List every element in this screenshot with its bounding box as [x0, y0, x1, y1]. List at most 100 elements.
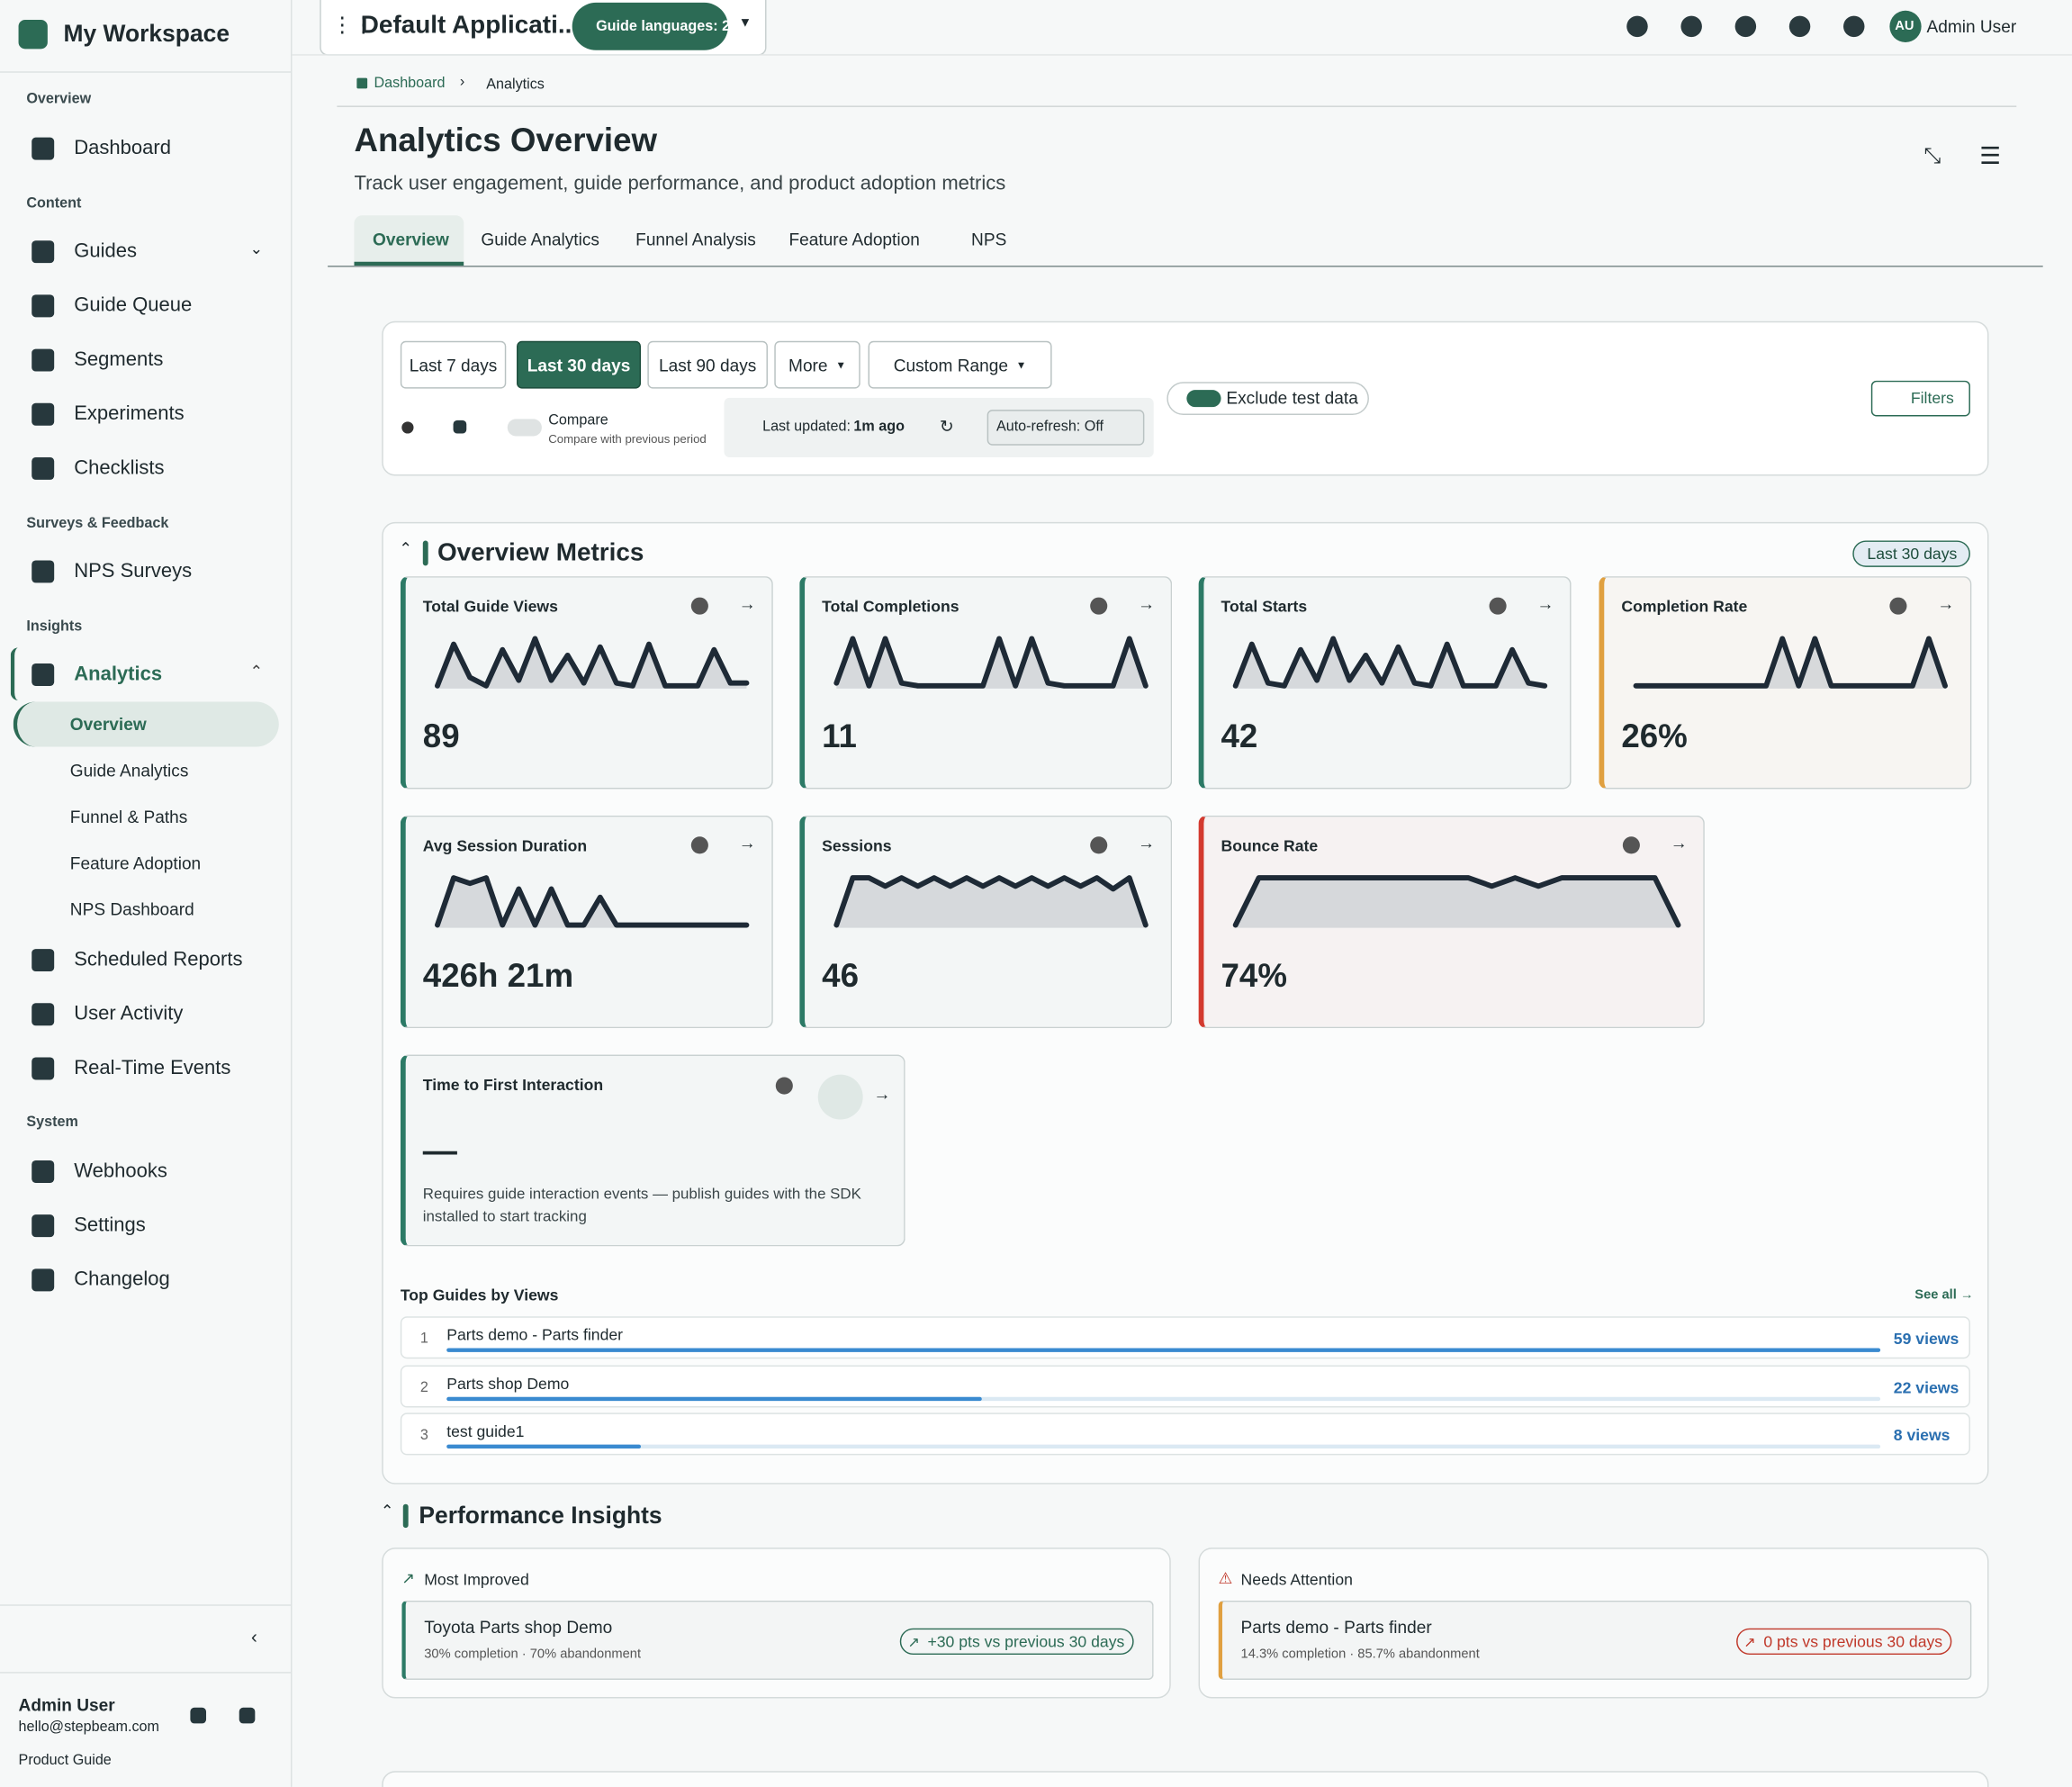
guide-row[interactable]: 3 test guide1 8 views: [400, 1412, 1970, 1456]
sub-nav-item[interactable]: Guide Analytics: [69, 760, 189, 781]
views-label: 8 views: [1893, 1426, 1950, 1445]
range-button[interactable]: Custom Range ▼: [868, 340, 1052, 389]
tab[interactable]: Overview: [373, 229, 449, 249]
nav-item[interactable]: Changelog: [74, 1268, 170, 1291]
page-title: Analytics Overview: [354, 122, 658, 159]
chevron: ⌃: [380, 1501, 394, 1521]
guide-name: Parts demo - Parts finder: [446, 1325, 624, 1345]
sub-nav-item[interactable]: Funnel & Paths: [69, 807, 188, 827]
nav-item[interactable]: Settings: [74, 1214, 146, 1237]
nav-item[interactable]: Webhooks: [74, 1160, 167, 1183]
caret: ▼: [738, 15, 752, 31]
filters-btn[interactable]: [1870, 380, 1970, 417]
help-icon: [401, 420, 414, 433]
nav-item[interactable]: Checklists: [74, 456, 165, 480]
sparkline: [435, 636, 750, 689]
metric-card[interactable]: Total Completions → 11: [799, 576, 1173, 790]
insight-item[interactable]: Toyota Parts shop Demo 30% completion · 7…: [401, 1600, 1154, 1680]
help-icon: [1889, 597, 1907, 615]
nav-item[interactable]: Guides: [74, 239, 137, 263]
metric-card[interactable]: Time to First Interaction → — Requires guid…: [400, 1054, 905, 1247]
sub-nav-item[interactable]: NPS Dashboard: [69, 899, 194, 920]
product-guide[interactable]: Product Guide: [18, 1752, 112, 1769]
guide-row[interactable]: 2 Parts shop Demo 22 views: [400, 1365, 1970, 1408]
range-label: Last 90 days: [659, 355, 757, 375]
tab[interactable]: NPS: [971, 229, 1007, 249]
lang-pill: [572, 2, 728, 50]
nav-icon: [32, 559, 55, 582]
guide-name: test guide1: [446, 1421, 525, 1441]
nav-icon: [32, 948, 55, 971]
nav-item[interactable]: Real-Time Events: [74, 1056, 231, 1079]
metric-card[interactable]: Bounce Rate → 74%: [1198, 815, 1705, 1029]
insight-title: Most Improved: [424, 1570, 529, 1589]
top-icon: [1788, 15, 1811, 38]
metric-value: 42: [1221, 718, 1258, 756]
nav-item[interactable]: NPS Surveys: [74, 559, 193, 582]
delta-label: 0 pts vs previous 30 days: [1763, 1632, 1943, 1651]
sub-nav-item[interactable]: Feature Adoption: [69, 853, 202, 873]
refresh-icon[interactable]: ↻: [939, 416, 954, 437]
nav-item[interactable]: Segments: [74, 347, 164, 371]
section-label: System: [26, 1114, 78, 1131]
nav-item[interactable]: Dashboard: [74, 136, 171, 159]
logo: [18, 20, 48, 50]
nav-item[interactable]: Guide Queue: [74, 293, 193, 317]
range-button[interactable]: More ▼: [774, 340, 860, 389]
arrow: →: [1536, 593, 1554, 614]
metric-value: —: [422, 1130, 457, 1171]
nav-item[interactable]: User Activity: [74, 1002, 184, 1025]
rank: 1: [419, 1331, 428, 1347]
nav-icon: [32, 293, 55, 317]
sub-nav-item[interactable]: Overview: [69, 714, 147, 735]
sparkline: [833, 636, 1149, 689]
tab[interactable]: Guide Analytics: [481, 229, 599, 249]
section-label: Content: [26, 195, 82, 212]
section-label: Overview: [26, 91, 92, 107]
nav-item[interactable]: Experiments: [74, 402, 185, 425]
updated-label: Last updated:: [762, 419, 851, 436]
list-title: Top Guides by Views: [400, 1286, 559, 1305]
accent: [402, 1503, 409, 1529]
metric-card[interactable]: Total Starts → 42: [1198, 576, 1572, 790]
metric-card[interactable]: Sessions → 46: [799, 815, 1173, 1029]
nav-item[interactable]: Analytics: [74, 663, 163, 686]
auto-refresh[interactable]: [986, 410, 1145, 446]
range-button[interactable]: Last 30 days: [517, 340, 642, 389]
nav-icon: [32, 402, 55, 425]
tab[interactable]: Feature Adoption: [788, 229, 920, 249]
guide-name: Parts shop Demo: [446, 1374, 570, 1394]
metric-card[interactable]: Total Guide Views → 89: [400, 576, 773, 790]
sparkline: [1232, 636, 1548, 689]
metric-title: Total Completions: [822, 597, 959, 617]
user-name: Admin User: [18, 1694, 115, 1715]
delta-icon: ↗: [1743, 1635, 1756, 1651]
top-user: Admin User: [1926, 16, 2017, 37]
metric-value: 426h 21m: [422, 957, 574, 995]
help-icon: [690, 597, 708, 615]
metric-card[interactable]: Avg Session Duration → 426h 21m: [400, 815, 773, 1029]
guide-row[interactable]: 1 Parts demo - Parts finder 59 views: [400, 1316, 1970, 1359]
views-label: 59 views: [1893, 1329, 1959, 1349]
metric-value: 74%: [1221, 957, 1287, 995]
range-button[interactable]: Last 7 days: [400, 340, 507, 389]
metric-card[interactable]: Completion Rate → 26%: [1599, 576, 1972, 790]
settings-icon[interactable]: ☰: [1979, 142, 2001, 169]
caret: ▼: [1015, 358, 1027, 371]
badge-label: Last 30 days: [1867, 544, 1958, 564]
nav-item[interactable]: Scheduled Reports: [74, 948, 243, 971]
arrow: →: [1670, 832, 1688, 853]
filters-label: Filters: [1910, 388, 1954, 408]
range-button[interactable]: Last 90 days: [647, 340, 768, 389]
collapse-icon[interactable]: ⤡: [1923, 145, 1941, 168]
tab[interactable]: Funnel Analysis: [635, 229, 756, 249]
metric-title: Avg Session Duration: [422, 836, 588, 855]
see-all[interactable]: See all →: [1914, 1287, 1974, 1303]
next-section: [382, 1771, 1989, 1787]
breadcrumb[interactable]: Dashboard: [374, 75, 446, 92]
arrow: →: [1138, 832, 1156, 853]
insight-item[interactable]: Parts demo - Parts finder 14.3% completio…: [1218, 1600, 1972, 1680]
help-icon: [1090, 836, 1108, 854]
collapse[interactable]: ‹: [250, 1625, 257, 1647]
insight-icon: ↗: [401, 1568, 416, 1588]
